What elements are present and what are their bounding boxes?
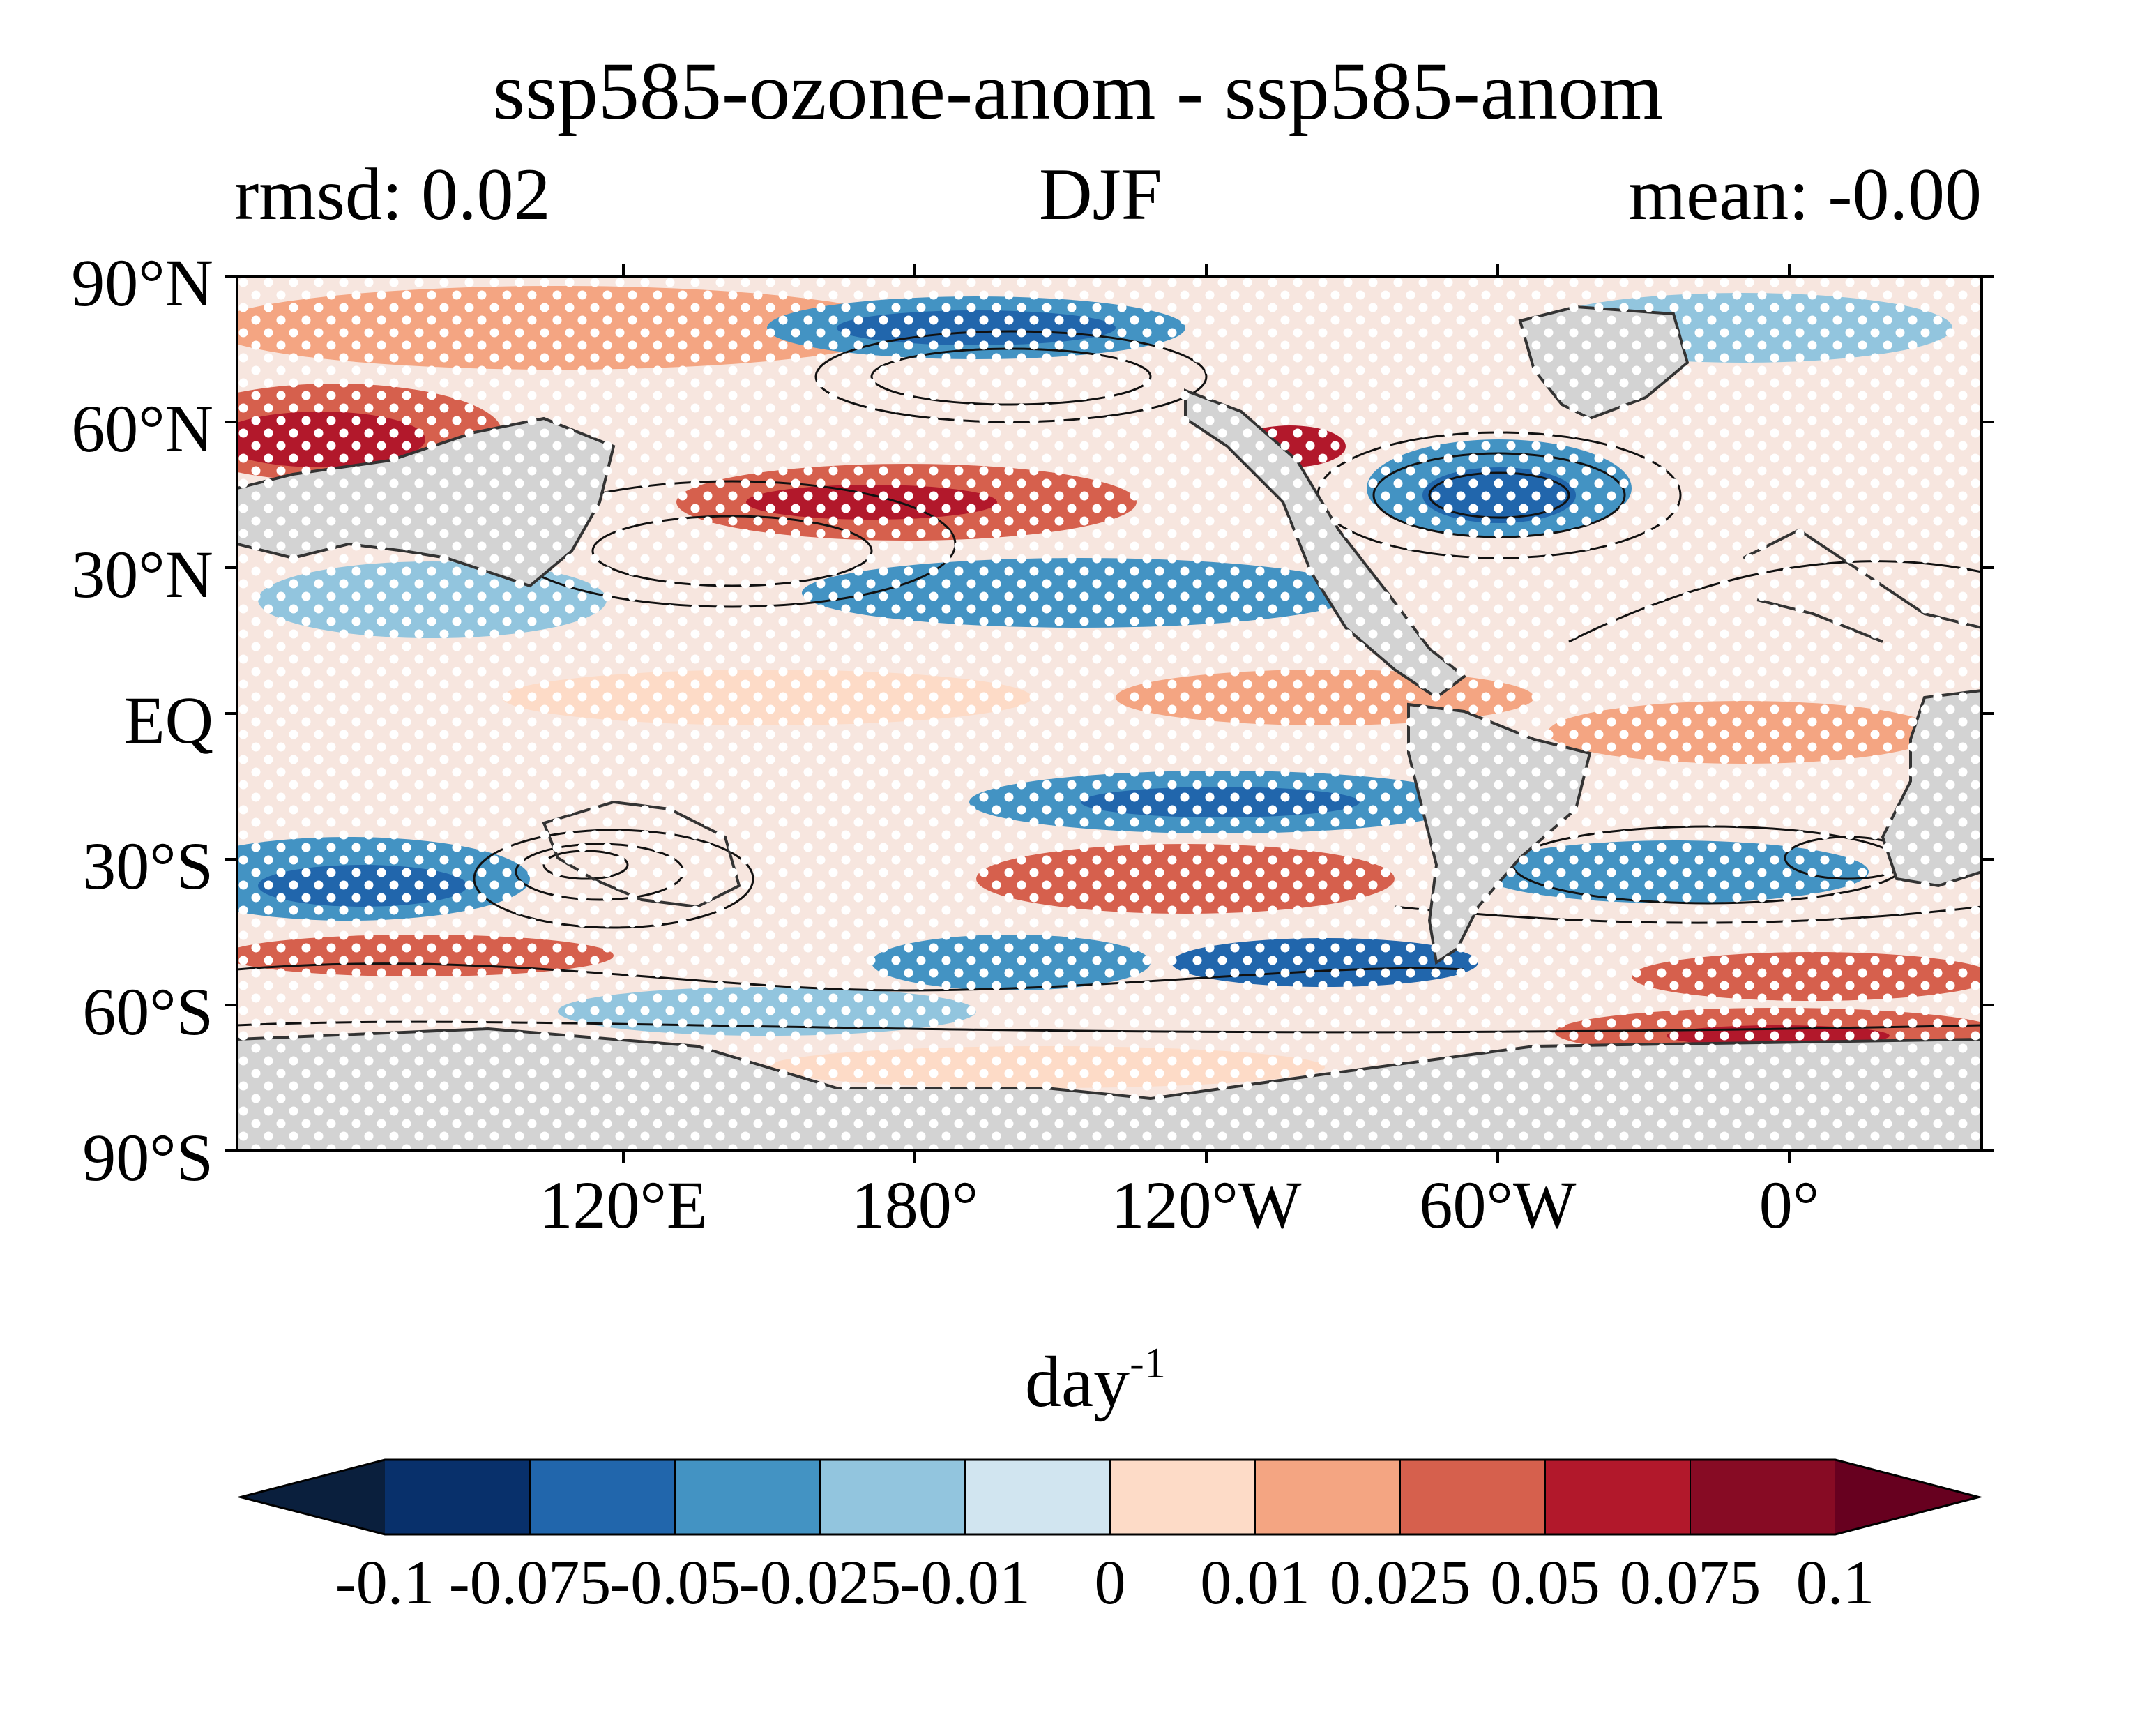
lon-label: 0°	[1759, 1168, 1820, 1242]
colorbar-tick-label: -0.075	[448, 1548, 612, 1617]
colorbar	[236, 1458, 1983, 1536]
colorbar-segment	[530, 1460, 676, 1534]
colorbar-tick-label: -0.025	[738, 1548, 902, 1617]
colorbar-tick-label: 0.05	[1490, 1548, 1600, 1617]
colorbar-tick-label: -0.1	[335, 1548, 435, 1617]
colorbar-tick-label: 0.075	[1619, 1548, 1761, 1617]
colorbar-unit: day-1	[1025, 1340, 1166, 1422]
lon-label: 120°W	[1111, 1168, 1302, 1242]
map-title: ssp585-ozone-anom - ssp585-anom	[493, 45, 1663, 137]
colorbar-segment	[1545, 1460, 1691, 1534]
lon-label: 60°W	[1419, 1168, 1577, 1242]
colorbar-tick-label: 0.01	[1200, 1548, 1310, 1617]
season-label: DJF	[1039, 153, 1162, 235]
colorbar-segment	[1400, 1460, 1546, 1534]
colorbar-outline	[236, 1458, 1983, 1536]
axis-ticks	[225, 264, 1994, 1163]
colorbar-segment	[820, 1460, 966, 1534]
colorbar-tick-label: 0.1	[1796, 1548, 1875, 1617]
lat-label: 60°S	[82, 974, 213, 1049]
colorbar-segment	[1255, 1460, 1401, 1534]
colorbar-segment	[1690, 1460, 1836, 1534]
colorbar-segment	[675, 1460, 821, 1534]
lat-label: 30°S	[82, 829, 213, 903]
lon-label: 120°E	[539, 1168, 708, 1242]
colorbar-extend-low	[241, 1460, 385, 1534]
colorbar-tick-label: 0.025	[1329, 1548, 1471, 1617]
colorbar-extend-high	[1835, 1460, 1979, 1534]
colorbar-tick-label: -0.05	[609, 1548, 741, 1617]
significance-stippling	[237, 276, 1982, 1151]
colorbar-tick-label: 0	[1094, 1548, 1126, 1617]
lat-label: 60°N	[71, 391, 213, 466]
colorbar-segment	[385, 1460, 531, 1534]
lat-label: 90°N	[71, 246, 213, 320]
colorbar-segment	[1110, 1460, 1256, 1534]
map-panel	[237, 276, 1982, 1151]
colorbar-tick-label: -0.01	[899, 1548, 1031, 1617]
colorbar-segment	[965, 1460, 1111, 1534]
lat-label: 30°N	[71, 537, 213, 612]
rmsd-label: rmsd: 0.02	[234, 153, 551, 235]
lat-label: 90°S	[82, 1120, 213, 1195]
lat-label: EQ	[124, 683, 213, 757]
mean-label: mean: -0.00	[1628, 153, 1982, 235]
lon-label: 180°	[851, 1168, 979, 1242]
